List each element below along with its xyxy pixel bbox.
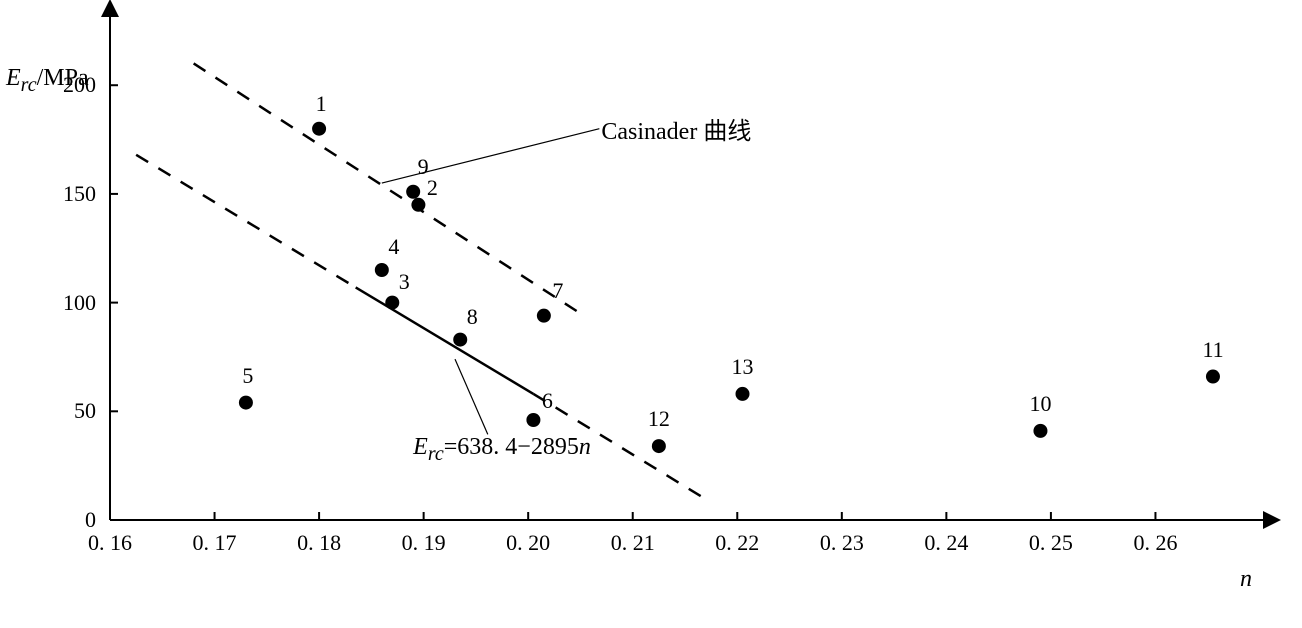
data-point-2	[411, 198, 425, 212]
data-point-10	[1033, 424, 1047, 438]
data-point-8	[453, 333, 467, 347]
y-tick-label: 150	[63, 181, 96, 207]
point-label-13: 13	[732, 354, 754, 380]
data-point-6	[526, 413, 540, 427]
x-tick-label: 0. 22	[715, 530, 759, 556]
x-tick-label: 0. 17	[193, 530, 237, 556]
x-tick-label: 0. 18	[297, 530, 341, 556]
casinader-label: Casinader 曲线	[601, 111, 751, 146]
data-point-4	[375, 263, 389, 277]
scatter-chart: 0. 16 0. 17 0. 18 0. 19 0. 20 0. 21 0. 22 0. 23…	[0, 0, 1302, 628]
data-point-7	[537, 309, 551, 323]
point-label-4: 4	[388, 234, 399, 260]
point-label-12: 12	[648, 406, 670, 432]
x-tick-label: 0. 23	[820, 530, 864, 556]
y-tick-label: 50	[74, 398, 96, 424]
point-label-11: 11	[1202, 337, 1223, 363]
data-point-3	[385, 296, 399, 310]
x-tick-label: 0. 26	[1133, 530, 1177, 556]
y-axis-title: Erc/MPa	[6, 65, 89, 97]
fit-dash-upper	[136, 155, 356, 288]
data-point-11	[1206, 370, 1220, 384]
x-tick-label: 0. 19	[402, 530, 446, 556]
formula-label: Erc=638. 4−2895n	[413, 434, 591, 466]
data-point-5	[239, 396, 253, 410]
point-label-7: 7	[552, 278, 563, 304]
point-label-10: 10	[1029, 391, 1051, 417]
x-tick-label: 0. 20	[506, 530, 550, 556]
data-point-13	[736, 387, 750, 401]
point-label-5: 5	[242, 363, 253, 389]
x-tick-label: 0. 25	[1029, 530, 1073, 556]
point-label-8: 8	[467, 304, 478, 330]
point-label-9: 9	[418, 154, 429, 180]
data-point-12	[652, 439, 666, 453]
point-label-6: 6	[542, 388, 553, 414]
x-tick-label: 0. 16	[88, 530, 132, 556]
leader-formula	[455, 359, 488, 434]
x-tick-label: 0. 21	[611, 530, 655, 556]
y-tick-label: 0	[85, 507, 96, 533]
x-axis-title: n	[1240, 566, 1252, 593]
data-point-1	[312, 122, 326, 136]
point-label-3: 3	[399, 269, 410, 295]
data-point-9	[406, 185, 420, 199]
y-tick-label: 100	[63, 290, 96, 316]
point-label-1: 1	[316, 91, 327, 117]
leader-casinader	[382, 129, 600, 183]
x-tick-label: 0. 24	[924, 530, 968, 556]
casinader-upper	[194, 63, 581, 313]
fit-solid	[356, 287, 534, 394]
